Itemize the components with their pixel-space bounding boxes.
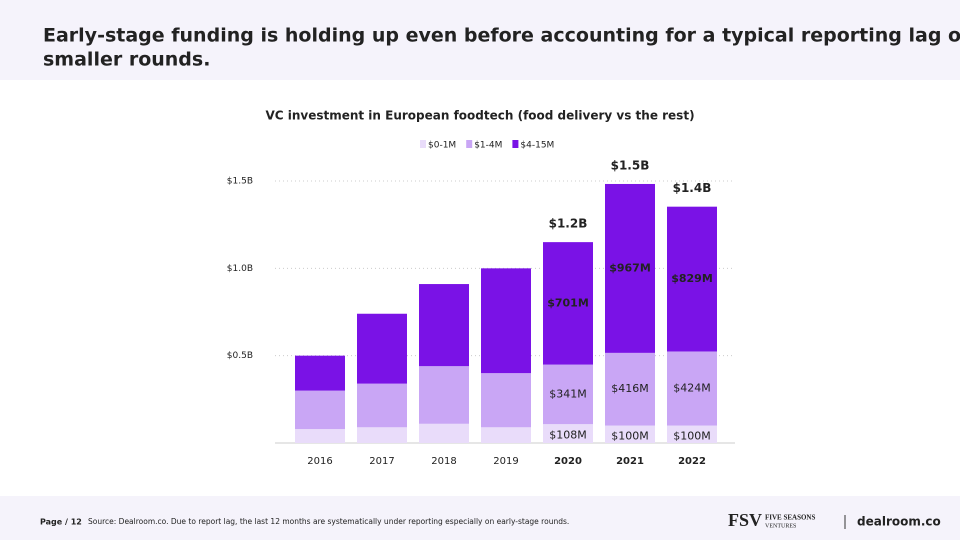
data-label: $967M bbox=[609, 261, 651, 274]
legend-label: $1-4M bbox=[474, 141, 502, 151]
logo: FSV bbox=[728, 510, 762, 530]
bar-segment bbox=[357, 313, 407, 384]
header-band bbox=[0, 0, 960, 80]
legend-swatch bbox=[420, 140, 426, 148]
page-number: Page / 12 bbox=[40, 518, 82, 527]
logo: FIVE SEASONS bbox=[765, 514, 815, 522]
y-tick-label: $1.5B bbox=[227, 177, 253, 187]
legend-label: $0-1M bbox=[428, 141, 456, 151]
bar-segment bbox=[481, 427, 531, 443]
legend-label: $4-15M bbox=[520, 141, 554, 151]
x-tick-label: 2018 bbox=[431, 456, 456, 467]
logo: dealroom.co bbox=[857, 515, 941, 529]
bar-segment bbox=[667, 425, 717, 443]
bar-segment bbox=[295, 355, 345, 391]
bar-segment bbox=[543, 242, 593, 365]
slide-title: smaller rounds. bbox=[43, 49, 210, 71]
logo: VENTURES bbox=[765, 523, 796, 529]
bar-segment bbox=[357, 383, 407, 428]
bar-segment bbox=[419, 366, 469, 424]
bar-segment bbox=[605, 425, 655, 443]
bar-segment bbox=[543, 424, 593, 443]
slide-title: Early-stage funding is holding up even b… bbox=[43, 25, 960, 47]
bar-segment bbox=[667, 351, 717, 426]
y-tick-label: $0.5B bbox=[227, 351, 253, 361]
legend-swatch bbox=[512, 140, 519, 148]
data-label: $100M bbox=[611, 429, 649, 442]
bar-segment bbox=[295, 390, 345, 430]
bar-segment bbox=[357, 427, 407, 443]
bar-segment bbox=[543, 364, 593, 425]
legend-swatch bbox=[466, 140, 473, 148]
source-note: Source: Dealroom.co. Due to report lag, … bbox=[88, 517, 569, 526]
data-label: $100M bbox=[673, 429, 711, 442]
data-label: $424M bbox=[673, 382, 711, 395]
bar-segment bbox=[605, 183, 655, 353]
footer-band bbox=[0, 496, 960, 540]
y-tick-label: $1.0B bbox=[227, 264, 253, 274]
data-label: $416M bbox=[611, 382, 649, 395]
total-label: $1.5B bbox=[611, 158, 650, 172]
data-label: $829M bbox=[671, 272, 713, 285]
bar-segment bbox=[295, 429, 345, 443]
bar-segment bbox=[667, 206, 717, 352]
total-label: $1.2B bbox=[549, 217, 588, 231]
bar-segment bbox=[481, 268, 531, 374]
bar-segment bbox=[419, 423, 469, 443]
x-tick-label: 2016 bbox=[307, 456, 332, 467]
x-tick-label: 2021 bbox=[616, 456, 644, 467]
x-tick-label: 2017 bbox=[369, 456, 394, 467]
chart-title: VC investment in European foodtech (food… bbox=[265, 109, 694, 123]
bar-segment bbox=[605, 352, 655, 426]
data-label: $701M bbox=[547, 296, 589, 309]
x-tick-label: 2022 bbox=[678, 456, 706, 467]
bar-segment bbox=[481, 373, 531, 428]
total-label: $1.4B bbox=[673, 181, 712, 195]
x-tick-label: 2019 bbox=[493, 456, 518, 467]
bar-segment bbox=[419, 284, 469, 367]
x-tick-label: 2020 bbox=[554, 456, 582, 467]
data-label: $341M bbox=[549, 387, 587, 400]
data-label: $108M bbox=[549, 429, 587, 442]
